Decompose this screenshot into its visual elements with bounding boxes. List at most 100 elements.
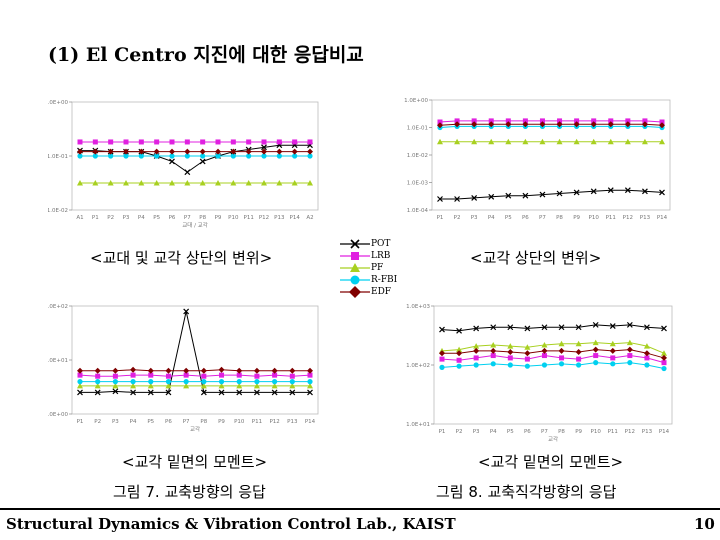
data-point [624,121,631,128]
data-point [199,158,206,165]
data-point [183,382,190,389]
data-point [626,339,633,346]
x-tick-label: P10 [589,215,600,221]
data-point [490,341,497,348]
data-point [661,365,667,372]
data-point [541,347,548,354]
x-tick-label: P9 [575,429,582,435]
data-point [230,148,237,155]
data-point [138,148,145,155]
data-point [490,361,496,367]
data-point [108,153,114,159]
x-tick-label: P6 [522,215,529,221]
plot-frame [71,305,319,415]
data-point [184,180,191,186]
series-rfbi [439,360,667,372]
data-point [123,148,129,155]
data-point [230,180,237,186]
data-point [643,350,650,357]
x-tick-label: P7 [183,419,190,425]
data-point [307,379,313,385]
x-tick-label: P7 [541,429,548,435]
data-point [130,389,137,396]
data-point [592,346,599,353]
data-point [77,148,83,155]
data-point [218,382,225,389]
data-point [183,308,190,315]
series-line [79,374,311,377]
data-point [112,388,119,395]
x-tick-label: P7 [184,215,191,221]
legend-label: PF [371,263,384,273]
legend-label: POT [371,239,391,249]
data-point [558,340,565,347]
data-point [576,362,582,368]
data-point [289,389,296,396]
caption-pier-base-moment-transverse: <교각 밑면의 모멘트> [478,453,624,471]
series-edf [77,366,313,374]
data-point [507,362,513,368]
legend-item: R-FBI [340,274,410,286]
data-point [627,360,633,366]
data-point [165,379,172,385]
figure-caption-8: 그림 8. 교축직각방향의 응답 [436,483,617,501]
data-point [609,323,616,329]
data-point [626,321,633,328]
data-point [184,153,190,159]
data-point [659,119,665,125]
x-tick-label: P1 [77,419,84,425]
data-point [439,364,445,370]
x-tick-label: P12 [625,429,635,435]
data-point [261,139,267,145]
data-point [573,138,580,145]
y-tick-label: 1.0E+01 [48,358,68,364]
data-point [200,367,207,374]
data-point [490,353,496,359]
data-point [539,118,545,124]
data-point [236,389,243,396]
data-point [200,139,206,145]
x-tick-label: A1 [76,215,83,221]
legend-marker-pf [340,263,370,272]
data-point [236,372,242,378]
data-point [261,153,267,159]
data-point [77,180,83,186]
data-point [488,138,495,145]
data-point [246,139,252,145]
data-point [199,180,206,186]
x-tick-label: P14 [659,429,670,435]
data-point [454,121,461,128]
x-tick-label: P4 [490,429,497,435]
data-point [271,382,278,389]
data-point [522,138,529,145]
data-point [507,349,514,356]
data-point [199,148,206,155]
data-point [289,367,296,374]
series-line [441,355,665,364]
data-point [591,118,597,124]
caption-pier-base-moment-longitudinal: <교각 밑면의 모멘트> [122,453,268,471]
data-point [307,389,313,396]
data-point [246,153,252,159]
series-line [80,144,310,173]
legend-item: PF [340,262,410,274]
series-line [441,342,665,354]
x-axis-label: 교대 / 교각 [182,221,208,229]
x-tick-label: P1 [437,215,444,221]
x-tick-label: P4 [138,215,145,221]
data-point [524,344,531,350]
x-tick-label: P5 [507,429,514,435]
data-point [541,362,548,368]
data-point [112,373,118,379]
data-point [92,153,98,159]
series-lrb [439,353,667,366]
x-tick-label: P14 [290,215,301,221]
x-tick-label: P13 [287,419,298,425]
x-tick-label: P10 [228,215,239,221]
series-edf [77,148,313,155]
data-point [539,191,546,198]
y-tick-label: 1.0E-03 [407,181,429,187]
x-tick-label: P8 [200,419,207,425]
data-point [575,349,582,356]
data-point [123,139,129,145]
